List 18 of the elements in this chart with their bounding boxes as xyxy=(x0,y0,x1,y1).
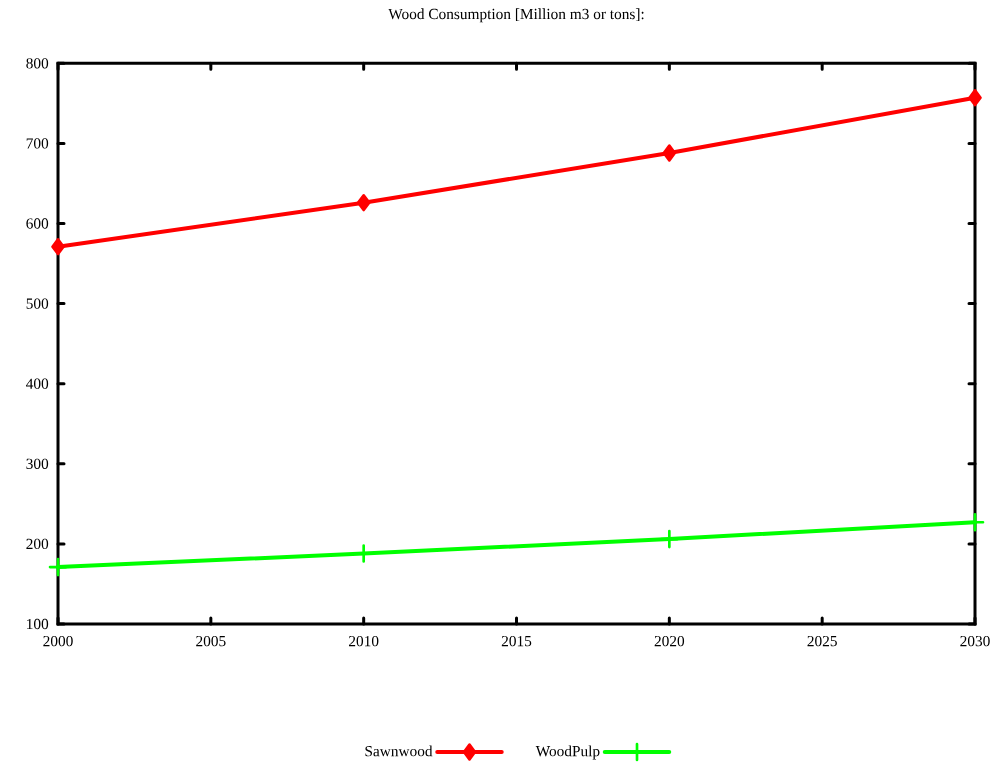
x-tick-label: 2000 xyxy=(43,635,73,647)
y-tick-label: 200 xyxy=(26,538,49,550)
y-tick-label: 700 xyxy=(26,138,49,149)
y-tick-label: 600 xyxy=(26,218,49,229)
y-tick-label: 500 xyxy=(26,298,49,309)
y-tick-label: 400 xyxy=(26,378,49,389)
x-tick-label: 2015 xyxy=(501,635,532,647)
y-tick-label: 300 xyxy=(26,458,49,469)
legend-label: Sawnwood xyxy=(365,745,433,757)
x-tick-label: 2020 xyxy=(654,635,685,647)
legend-label: WoodPulp xyxy=(535,745,600,760)
x-tick-label: 2025 xyxy=(807,635,837,647)
chart-title: Wood Consumption [Million m3 or tons]: xyxy=(388,8,644,23)
x-tick-label: 2005 xyxy=(196,635,226,647)
x-tick-label: 2010 xyxy=(349,635,379,647)
x-tick-label: 2030 xyxy=(960,635,990,647)
y-tick-label: 100 xyxy=(27,618,49,630)
y-tick-label: 800 xyxy=(26,58,49,69)
